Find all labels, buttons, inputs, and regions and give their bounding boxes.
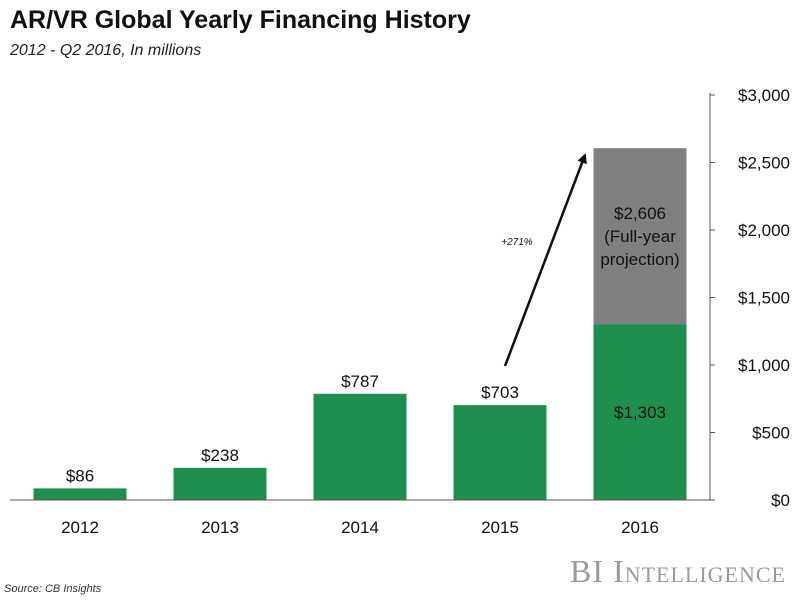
x-tick-2013: 2013 bbox=[201, 518, 239, 537]
bar-2015 bbox=[453, 405, 547, 500]
growth-arrow bbox=[503, 153, 587, 367]
chart-subtitle: 2012 - Q2 2016, In millions bbox=[10, 42, 202, 59]
source-note: Source: CB Insights bbox=[4, 583, 102, 595]
y-tick-label-1000: $1,000 bbox=[738, 356, 790, 375]
projection-label-line-3: projection) bbox=[600, 250, 679, 269]
x-tick-2014: 2014 bbox=[341, 518, 379, 537]
chart-title: AR/VR Global Yearly Financing History bbox=[10, 6, 471, 34]
projection-label-line-1: $2,606 bbox=[614, 204, 666, 223]
brand-bi: BI bbox=[570, 553, 605, 589]
bar-2014 bbox=[313, 393, 407, 500]
y-tick-label-2500: $2,500 bbox=[738, 154, 790, 173]
bar-2016 bbox=[593, 324, 687, 500]
y-tick-label-0: $0 bbox=[771, 491, 790, 510]
data-label-2016: $1,303 bbox=[614, 403, 666, 422]
data-label-2014: $787 bbox=[341, 372, 379, 391]
data-label-2015: $703 bbox=[481, 383, 519, 402]
y-tick-label-1500: $1,500 bbox=[738, 289, 790, 308]
data-label-2012: $86 bbox=[66, 466, 94, 485]
y-tick-label-3000: $3,000 bbox=[738, 86, 790, 105]
y-tick-label-500: $500 bbox=[752, 424, 790, 443]
brand-word: Intelligence bbox=[613, 553, 786, 589]
growth-annotation: +271% bbox=[501, 237, 533, 248]
bi-intelligence-logo: BI Intelligence bbox=[570, 553, 786, 590]
x-tick-2016: 2016 bbox=[621, 518, 659, 537]
x-tick-2015: 2015 bbox=[481, 518, 519, 537]
bar-2013 bbox=[173, 467, 267, 500]
projection-bar-2016 bbox=[593, 148, 687, 325]
projection-label-line-2: (Full-year bbox=[604, 227, 676, 246]
data-label-2013: $238 bbox=[201, 446, 239, 465]
y-tick-label-2000: $2,000 bbox=[738, 221, 790, 240]
bar-2012 bbox=[33, 488, 127, 500]
x-tick-2012: 2012 bbox=[61, 518, 99, 537]
